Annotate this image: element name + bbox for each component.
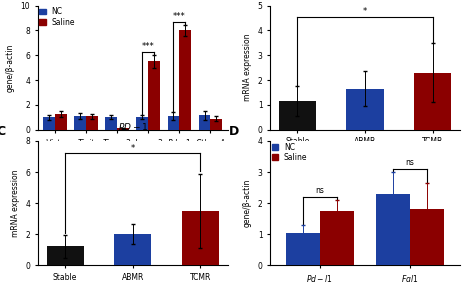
Bar	[199, 115, 210, 130]
Legend: NC, Saline: NC, Saline	[39, 7, 75, 27]
Text: ns: ns	[315, 186, 324, 195]
Legend: NC, Saline: NC, Saline	[272, 142, 308, 162]
Bar	[285, 232, 320, 265]
Title: $\it{PD-1}$: $\it{PD-1}$	[118, 121, 148, 132]
Y-axis label: mRNA expression: mRNA expression	[11, 169, 20, 237]
Text: D: D	[228, 125, 239, 138]
Bar	[320, 211, 354, 265]
Bar	[137, 117, 148, 130]
Y-axis label: gene/β-actin: gene/β-actin	[243, 179, 252, 227]
Bar	[167, 116, 179, 130]
Bar	[279, 101, 316, 130]
Bar	[410, 209, 445, 265]
Text: C: C	[0, 125, 5, 138]
Bar	[86, 116, 98, 130]
Bar	[414, 73, 451, 130]
Bar	[105, 117, 117, 130]
Bar	[55, 114, 67, 130]
Text: A: A	[0, 0, 6, 3]
Bar	[182, 211, 219, 265]
Bar	[376, 194, 410, 265]
Y-axis label: gene/β-actin: gene/β-actin	[6, 43, 15, 92]
Bar	[346, 89, 383, 130]
Bar	[148, 61, 160, 130]
Bar	[210, 118, 222, 130]
Text: *: *	[363, 7, 367, 16]
Text: ***: ***	[142, 42, 155, 51]
Text: *: *	[131, 144, 135, 153]
Bar	[43, 117, 55, 130]
Text: ns: ns	[406, 158, 415, 168]
Y-axis label: mRNA expression: mRNA expression	[243, 34, 252, 102]
Bar	[46, 246, 84, 265]
Bar	[117, 128, 129, 130]
Bar	[74, 116, 86, 130]
Bar	[114, 234, 151, 265]
Bar	[179, 30, 191, 130]
Text: B: B	[228, 0, 238, 3]
Text: ***: ***	[173, 12, 186, 21]
